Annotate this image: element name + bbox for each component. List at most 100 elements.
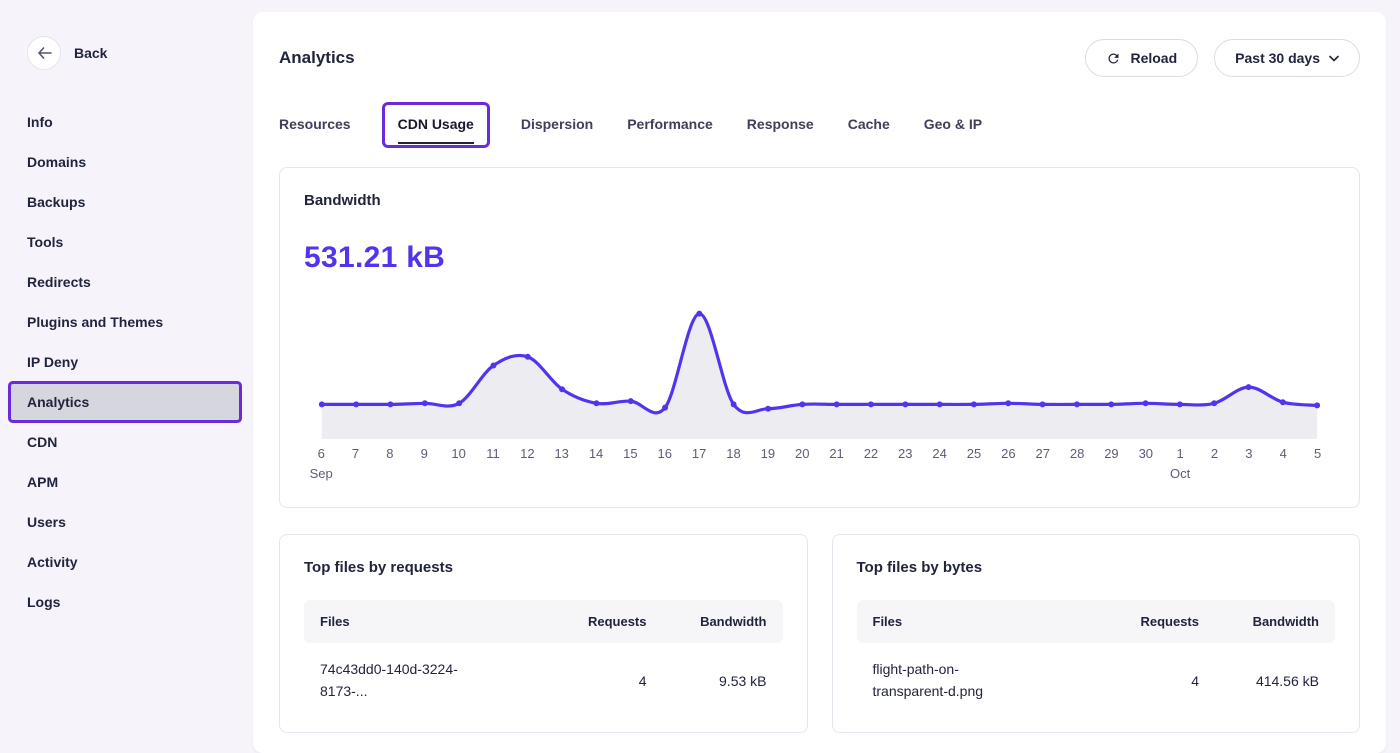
x-month-label xyxy=(407,466,441,483)
tab-performance[interactable]: Performance xyxy=(627,106,713,144)
table-header-row: FilesRequestsBandwidth xyxy=(304,600,783,643)
x-tick-label: 18 xyxy=(716,446,750,461)
x-tick-label: 19 xyxy=(751,446,785,461)
tab-label: Response xyxy=(747,106,814,144)
tab-cdn-usage[interactable]: CDN Usage xyxy=(385,105,487,145)
reload-button[interactable]: Reload xyxy=(1085,39,1198,77)
x-tick-label: 22 xyxy=(854,446,888,461)
sidebar-item-ip-deny[interactable]: IP Deny xyxy=(0,342,253,382)
table-row[interactable]: 74c43dd0-140d-3224-8173-...49.53 kB xyxy=(304,643,783,708)
sidebar-item-info[interactable]: Info xyxy=(0,102,253,142)
chart-point xyxy=(731,401,737,407)
x-tick-label: 28 xyxy=(1060,446,1094,461)
tab-resources[interactable]: Resources xyxy=(279,106,351,144)
x-tick-label: 3 xyxy=(1232,446,1266,461)
x-month-label xyxy=(373,466,407,483)
x-month-label xyxy=(579,466,613,483)
file-name-cell: flight-path-on-transparent-d.png xyxy=(873,659,1013,702)
table-row[interactable]: flight-path-on-transparent-d.png4414.56 … xyxy=(857,643,1336,708)
sidebar-item-backups[interactable]: Backups xyxy=(0,182,253,222)
tab-geo-ip[interactable]: Geo & IP xyxy=(924,106,982,144)
requests-cell: 4 xyxy=(557,673,647,689)
top-files-by-requests-card: Top files by requests FilesRequestsBandw… xyxy=(279,534,808,733)
tab-label: Cache xyxy=(848,106,890,144)
chart-point xyxy=(902,401,908,407)
requests-cell: 4 xyxy=(1109,673,1199,689)
column-header-files: Files xyxy=(873,614,1110,629)
chart-point xyxy=(387,401,393,407)
sidebar-item-activity[interactable]: Activity xyxy=(0,542,253,582)
x-tick-label: 30 xyxy=(1129,446,1163,461)
x-tick-label: 4 xyxy=(1266,446,1300,461)
chart-point xyxy=(525,354,531,360)
sidebar-item-logs[interactable]: Logs xyxy=(0,582,253,622)
page-title: Analytics xyxy=(279,48,355,68)
x-tick-label: 20 xyxy=(785,446,819,461)
chart-point xyxy=(319,401,325,407)
x-month-label xyxy=(476,466,510,483)
back-arrow-icon[interactable] xyxy=(27,36,61,70)
chart-point xyxy=(1040,401,1046,407)
x-month-label xyxy=(1060,466,1094,483)
date-range-dropdown[interactable]: Past 30 days xyxy=(1214,39,1360,77)
main-header: Analytics Reload Past 30 days xyxy=(279,12,1360,91)
sidebar-item-cdn[interactable]: CDN xyxy=(0,422,253,462)
top-files-by-bytes-table: FilesRequestsBandwidth flight-path-on-tra… xyxy=(857,600,1336,708)
x-month-label xyxy=(1300,466,1334,483)
x-month-label xyxy=(441,466,475,483)
table-header-row: FilesRequestsBandwidth xyxy=(857,600,1336,643)
sidebar-item-plugins-and-themes[interactable]: Plugins and Themes xyxy=(0,302,253,342)
chart-point xyxy=(971,401,977,407)
sidebar-item-redirects[interactable]: Redirects xyxy=(0,262,253,302)
x-month-label xyxy=(338,466,372,483)
x-axis-labels: 6789101112131415161718192021222324252627… xyxy=(304,446,1335,461)
x-tick-label: 2 xyxy=(1197,446,1231,461)
chart-point xyxy=(1246,384,1252,390)
chart-point xyxy=(1177,401,1183,407)
header-actions: Reload Past 30 days xyxy=(1085,39,1360,77)
x-month-label xyxy=(1266,466,1300,483)
back-button[interactable]: Back xyxy=(0,36,253,70)
x-month-label xyxy=(991,466,1025,483)
x-tick-label: 29 xyxy=(1094,446,1128,461)
x-month-label xyxy=(1197,466,1231,483)
chart-point xyxy=(456,400,462,406)
x-month-label xyxy=(785,466,819,483)
sidebar-item-users[interactable]: Users xyxy=(0,502,253,542)
column-header-requests: Requests xyxy=(557,614,647,629)
bandwidth-chart: 6789101112131415161718192021222324252627… xyxy=(304,289,1335,483)
back-label: Back xyxy=(74,45,107,61)
x-month-label xyxy=(819,466,853,483)
chart-point xyxy=(937,401,943,407)
chart-point xyxy=(628,398,634,404)
chart-point xyxy=(868,401,874,407)
chart-point xyxy=(593,400,599,406)
x-month-label xyxy=(510,466,544,483)
sidebar-item-analytics[interactable]: Analytics xyxy=(11,384,239,420)
tab-dispersion[interactable]: Dispersion xyxy=(521,106,593,144)
sidebar-item-apm[interactable]: APM xyxy=(0,462,253,502)
chart-point xyxy=(1108,401,1114,407)
chart-point xyxy=(1005,400,1011,406)
x-tick-label: 14 xyxy=(579,446,613,461)
x-tick-label: 12 xyxy=(510,446,544,461)
column-header-requests: Requests xyxy=(1109,614,1199,629)
tab-cache[interactable]: Cache xyxy=(848,106,890,144)
top-files-by-requests-table: FilesRequestsBandwidth74c43dd0-140d-3224… xyxy=(304,600,783,708)
chart-area-fill xyxy=(322,314,1317,439)
chart-point xyxy=(696,311,702,317)
top-files-by-requests-title: Top files by requests xyxy=(304,559,783,576)
tab-label: Performance xyxy=(627,106,713,144)
column-header-files: Files xyxy=(320,614,557,629)
reload-icon xyxy=(1106,51,1121,66)
x-month-label xyxy=(648,466,682,483)
bandwidth-cell: 9.53 kB xyxy=(647,673,767,689)
chart-point xyxy=(1074,401,1080,407)
x-tick-label: 5 xyxy=(1300,446,1334,461)
sidebar-item-tools[interactable]: Tools xyxy=(0,222,253,262)
tab-label: CDN Usage xyxy=(398,106,474,144)
top-files-by-bytes-card: Top files by bytes FilesRequestsBandwidt… xyxy=(832,534,1361,733)
tab-response[interactable]: Response xyxy=(747,106,814,144)
chart-point xyxy=(834,401,840,407)
sidebar-item-domains[interactable]: Domains xyxy=(0,142,253,182)
